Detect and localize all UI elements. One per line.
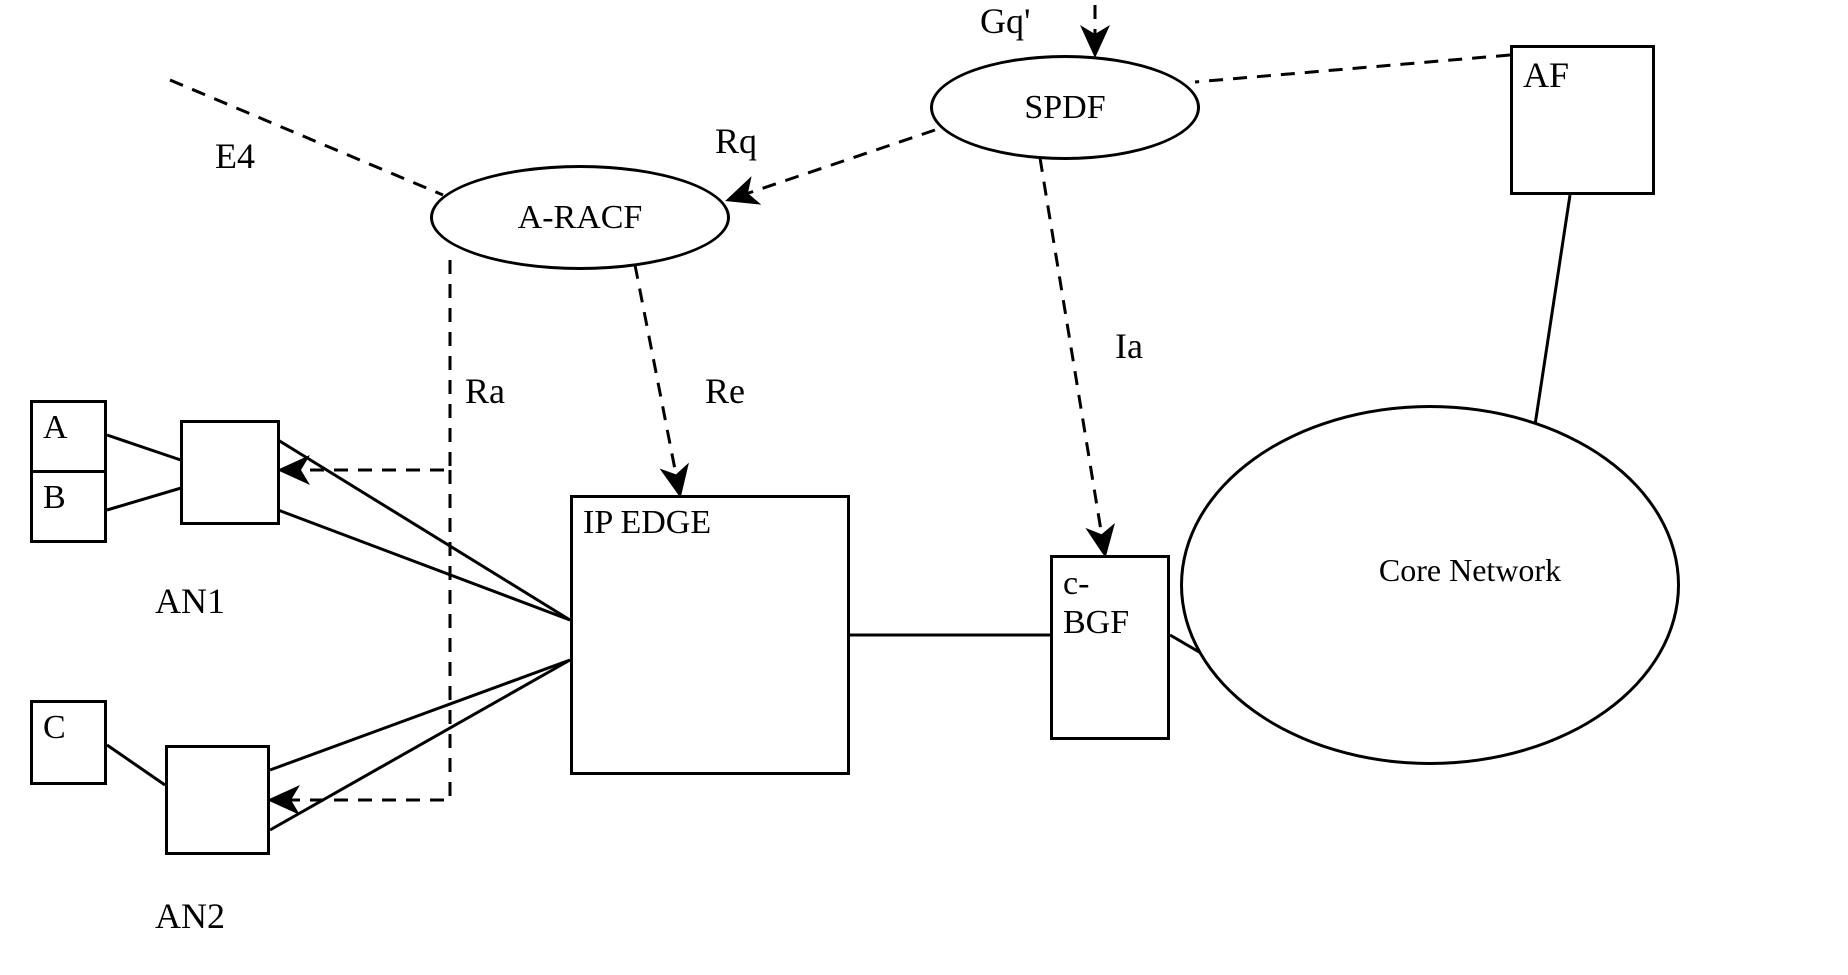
label-e4: E4 xyxy=(215,135,255,177)
node-spdf-label: SPDF xyxy=(1024,89,1105,127)
diagram-container: Core Network AF SPDF A-RACF IP EDGE c- B… xyxy=(0,0,1848,975)
node-core-label: Core Network xyxy=(1379,552,1561,589)
edge-c-an2 xyxy=(107,745,165,785)
node-c: C xyxy=(30,700,107,785)
edge-ia xyxy=(1040,158,1105,555)
edge-an1-ipedge-2 xyxy=(278,510,570,620)
node-a-label: A xyxy=(43,409,68,447)
node-af-label: AF xyxy=(1523,54,1569,96)
label-ia: Ia xyxy=(1115,325,1143,367)
edge-af-spdf xyxy=(1195,55,1510,82)
node-ipedge: IP EDGE xyxy=(570,495,850,775)
node-b-label: B xyxy=(43,479,66,517)
node-cbgf: c- BGF xyxy=(1050,555,1170,740)
edge-an2-ipedge-2 xyxy=(270,660,570,830)
node-c-label: C xyxy=(43,709,66,747)
node-ipedge-label: IP EDGE xyxy=(583,504,711,542)
node-aracf-label: A-RACF xyxy=(518,199,643,237)
node-cbgf-label: c- BGF xyxy=(1063,564,1129,642)
node-an1-box xyxy=(180,420,280,525)
label-an1: AN1 xyxy=(155,580,225,622)
label-rq: Rq xyxy=(715,120,757,162)
edge-an1-ipedge-1 xyxy=(278,440,570,620)
label-ra: Ra xyxy=(465,370,505,412)
node-core-network: Core Network xyxy=(1180,405,1680,765)
node-a: A xyxy=(30,400,107,473)
node-aracf: A-RACF xyxy=(430,165,730,270)
edge-e4-aracf xyxy=(170,80,443,195)
edge-an2-ipedge-1 xyxy=(270,660,570,770)
edge-af-core xyxy=(1535,195,1570,425)
edge-ra-an1 xyxy=(280,260,450,470)
label-an2: AN2 xyxy=(155,895,225,937)
node-spdf: SPDF xyxy=(930,55,1200,160)
node-af: AF xyxy=(1510,45,1655,195)
label-gq: Gq' xyxy=(980,0,1030,42)
edge-ra-an2 xyxy=(270,470,450,800)
label-re: Re xyxy=(705,370,745,412)
node-b: B xyxy=(30,470,107,543)
node-an2-box xyxy=(165,745,270,855)
edge-spdf-aracf xyxy=(728,130,935,200)
edge-re xyxy=(635,265,680,495)
